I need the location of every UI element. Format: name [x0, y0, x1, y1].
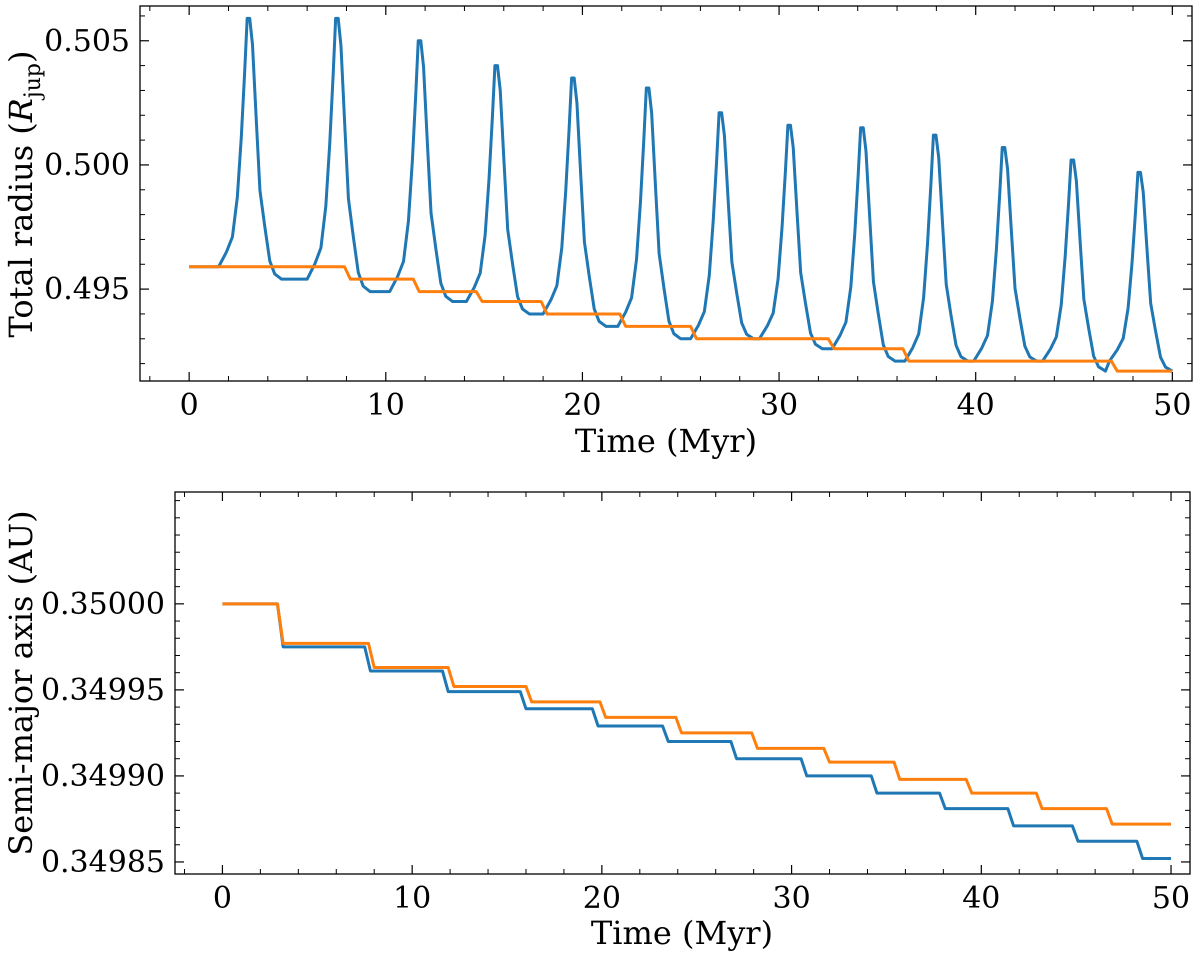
radius-ticks: 0 10 20 30 40 50 0.495 0.500 0.505: [44, 6, 1192, 423]
semimajor-y-tick-label: 0.34990: [41, 759, 165, 794]
semimajor-y-tick-label: 0.35000: [41, 587, 165, 622]
semimajor-x-tick-label: 40: [962, 881, 1000, 916]
semimajor-plot-frame: [174, 491, 1191, 875]
semimajor-x-tick-label: 20: [583, 881, 621, 916]
semimajor-series-line-orange: [222, 602, 1172, 826]
semimajor-x-tick-label: 30: [772, 881, 810, 916]
radius-x-tick-label: 50: [1153, 388, 1191, 423]
radius-panel: 0 10 20 30 40 50 0.495 0.500 0.505 Time (Myr) To…: [2, 5, 1193, 460]
radius-x-tick-label: 20: [563, 388, 601, 423]
semimajor-y-tick-label: 0.34995: [41, 673, 165, 708]
radius-series: [189, 16, 1174, 373]
semimajor-x-tick-label: 10: [393, 881, 431, 916]
semimajor-series-line-blue: [222, 602, 1172, 861]
radius-y-tick-label: 0.505: [44, 24, 130, 59]
semimajor-panel: 0 10 20 30 40 500.349850.349900.349950.35000 …: [2, 491, 1191, 952]
radius-y-tick-label: 0.500: [44, 148, 130, 183]
radius-series-line-blue: [189, 16, 1174, 373]
radius-x-tick-label: 40: [957, 388, 995, 423]
radius-y-axis-label: Total radius (Rjup): [2, 51, 46, 338]
semimajor-y-axis-label: Semi-major axis (AU): [2, 510, 40, 855]
radius-y-tick-label: 0.495: [44, 272, 130, 307]
semimajor-ticks: 0 10 20 30 40 50 0.34985 0.34990 0.34995 0.35000: [41, 492, 1190, 916]
semimajor-x-axis-label: Time (Myr): [591, 914, 773, 952]
semimajor-x-tick-label: 0: [213, 881, 232, 916]
semimajor-x-tick-label: 50: [1152, 881, 1190, 916]
semimajor-y-tick-label: 0.34985: [41, 845, 165, 880]
radius-series-line-orange: [189, 265, 1173, 373]
radius-x-tick-label: 10: [367, 388, 405, 423]
radius-x-tick-label: 30: [760, 388, 798, 423]
semimajor-series: [222, 602, 1172, 861]
radius-x-tick-label: 0: [180, 388, 199, 423]
radius-plot-frame: [139, 5, 1193, 382]
radius-x-axis-label: Time (Myr): [575, 422, 757, 460]
